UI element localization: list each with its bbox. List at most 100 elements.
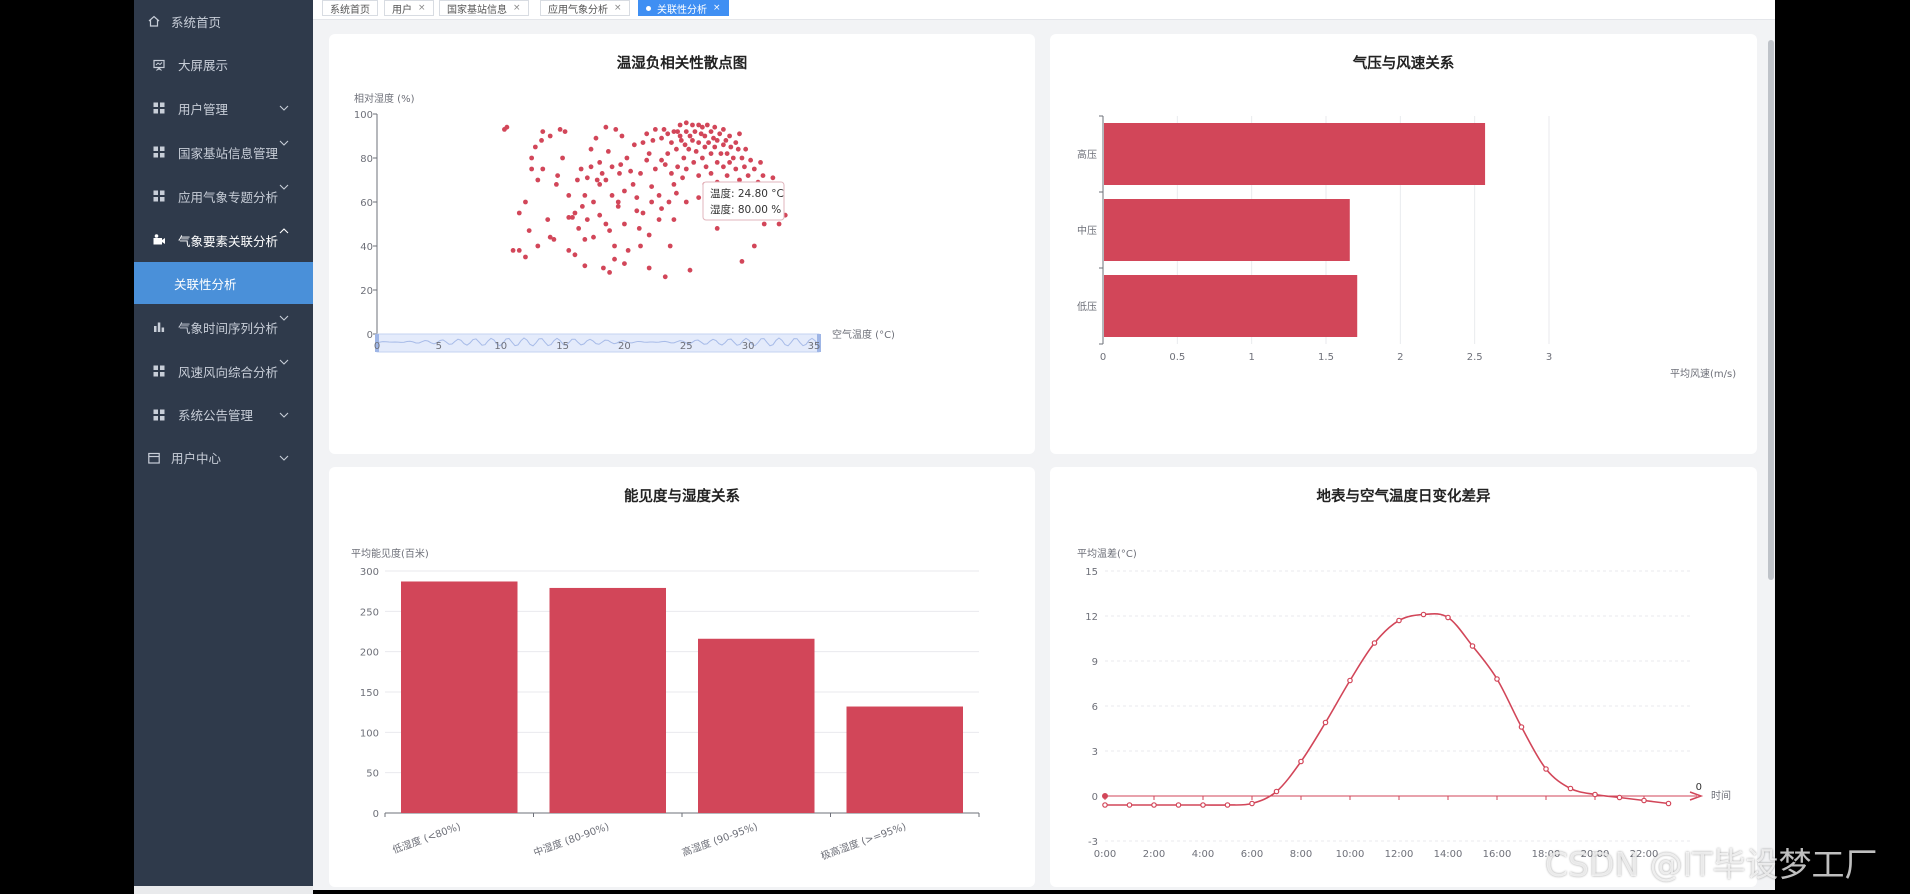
bar	[1104, 199, 1350, 261]
scatter-point	[659, 135, 664, 141]
scatter-point	[691, 160, 697, 165]
scatter-point	[692, 129, 698, 134]
line-point	[1469, 643, 1476, 649]
scatter-point	[572, 252, 578, 258]
scatter-point	[551, 237, 557, 242]
x-tick-label: 1	[1248, 352, 1254, 363]
scatter-point	[721, 142, 726, 148]
scatter-point	[708, 171, 714, 176]
x-tick-label: 极高湿度 (>=95%)	[819, 820, 908, 863]
scatter-point	[644, 131, 650, 137]
scatter-chart[interactable]: 相对湿度 (%) 0 20 40 60 80 100 空气温度 (°C) 0 5 10 15 20 25 3…	[329, 34, 1035, 454]
tab-correlation[interactable]: 关联性分析 ×	[638, 0, 729, 16]
sidebar-item-time-series[interactable]: 气象时间序列分析	[134, 305, 313, 349]
tab-label: 关联性分析	[657, 4, 707, 16]
tooltip-box	[702, 181, 785, 221]
y-tick-label: 300	[360, 567, 379, 578]
scatter-point	[619, 133, 625, 139]
horizontal-scrollbar[interactable]	[134, 886, 313, 894]
scatter-point	[675, 164, 681, 170]
scatter-point	[696, 173, 702, 179]
tab-station-info[interactable]: 国家基站信息 ×	[439, 0, 529, 16]
active-dot-icon	[646, 5, 651, 11]
chevron-down-icon	[277, 101, 291, 115]
scatter-point	[634, 208, 640, 214]
scatter-point	[640, 140, 646, 145]
x-axis-label: 平均风速(m/s)	[1670, 368, 1736, 380]
axis-arrow-icon	[1689, 791, 1704, 801]
bar-chart-icon	[152, 320, 166, 334]
scatter-point	[649, 199, 655, 205]
tab-weather-analysis[interactable]: 应用气象分析 ×	[540, 0, 630, 16]
sidebar-item-user-center[interactable]: 用户中心	[134, 436, 313, 479]
scatter-point	[733, 166, 739, 172]
close-icon[interactable]: ×	[418, 3, 426, 13]
chevron-down-icon	[277, 408, 291, 422]
scatter-point	[605, 149, 611, 154]
close-icon[interactable]: ×	[614, 3, 622, 13]
sidebar-item-dashboard[interactable]: 大屏展示	[134, 43, 313, 86]
sidebar-item-notice-mgmt[interactable]: 系统公告管理	[134, 393, 313, 436]
x-tick-label: 10:00	[1336, 849, 1365, 860]
close-icon[interactable]: ×	[713, 3, 721, 13]
scatter-point	[683, 199, 689, 205]
scatter-point	[529, 155, 535, 161]
visibility-humidity-chart[interactable]: 平均能见度(百米) 0 50 100 150 200 250 300 低湿度 (<80%) 中湿度…	[329, 467, 1035, 887]
x-tick-label: 3	[1546, 352, 1552, 363]
y-tick-label: 200	[360, 648, 379, 659]
line-point	[1543, 766, 1549, 772]
scatter-point	[582, 263, 588, 269]
scatter-point	[704, 122, 710, 128]
scatter-point	[751, 166, 757, 172]
scatter-point	[640, 210, 646, 216]
sidebar-item-correlation-analysis[interactable]: 关联性分析	[134, 262, 313, 304]
scatter-point	[718, 151, 724, 156]
camera-icon	[152, 233, 166, 247]
scatter-point	[540, 166, 546, 172]
line-point	[1102, 802, 1108, 808]
y-tick-label: 0	[373, 809, 379, 820]
sidebar-item-label: 大屏展示	[178, 58, 229, 73]
line-point	[1224, 802, 1231, 808]
scatter-point	[671, 182, 677, 187]
scatter-point	[696, 195, 702, 201]
scatter-point	[630, 182, 636, 187]
grid-icon	[152, 145, 166, 159]
y-tick-label: 80	[360, 154, 373, 165]
vertical-scrollbar[interactable]	[1768, 40, 1774, 580]
chart-title: 温湿负相关性散点图	[616, 56, 748, 72]
temperature-diff-chart[interactable]: 平均温差(°C) -3 0 3 6 9 12 15 0 时间 0:00 2:00 4:00 6:00 8:0…	[1050, 467, 1757, 887]
scatter-point	[599, 171, 605, 176]
sidebar-item-weather-correlation[interactable]: 气象要素关联分析	[134, 218, 313, 262]
scatter-point	[742, 164, 747, 170]
sidebar-item-weather-topic[interactable]: 应用气象专题分析	[134, 174, 313, 218]
x-tick-label: 35	[808, 341, 821, 352]
scatter-point	[702, 133, 708, 139]
scatter-point	[638, 171, 643, 176]
scatter-point	[717, 131, 723, 137]
tab-user[interactable]: 用户 ×	[384, 0, 434, 16]
scatter-point	[578, 166, 584, 172]
close-icon[interactable]: ×	[513, 3, 521, 13]
scatter-point	[532, 144, 538, 150]
line-point	[1567, 785, 1574, 792]
line-point	[1396, 617, 1402, 624]
scatter-point	[516, 248, 522, 253]
scatter-point	[739, 259, 745, 264]
scatter-point	[723, 138, 729, 143]
scatter-point	[617, 171, 622, 176]
chevron-down-icon	[277, 355, 291, 369]
tab-home[interactable]: 系统首页	[322, 0, 378, 16]
scatter-point	[560, 155, 565, 161]
scatter-point	[698, 131, 704, 137]
scatter-point	[526, 228, 532, 234]
scatter-point	[727, 133, 732, 139]
scatter-point	[603, 221, 609, 227]
sidebar-item-user-mgmt[interactable]: 用户管理	[134, 86, 313, 130]
sidebar-item-home[interactable]: 系统首页	[134, 0, 313, 42]
scatter-point	[661, 127, 667, 132]
scatter-point	[687, 267, 693, 273]
sidebar-item-wind-analysis[interactable]: 风速风向综合分析	[134, 349, 313, 393]
sidebar-item-station-mgmt[interactable]: 国家基站信息管理	[134, 130, 313, 174]
